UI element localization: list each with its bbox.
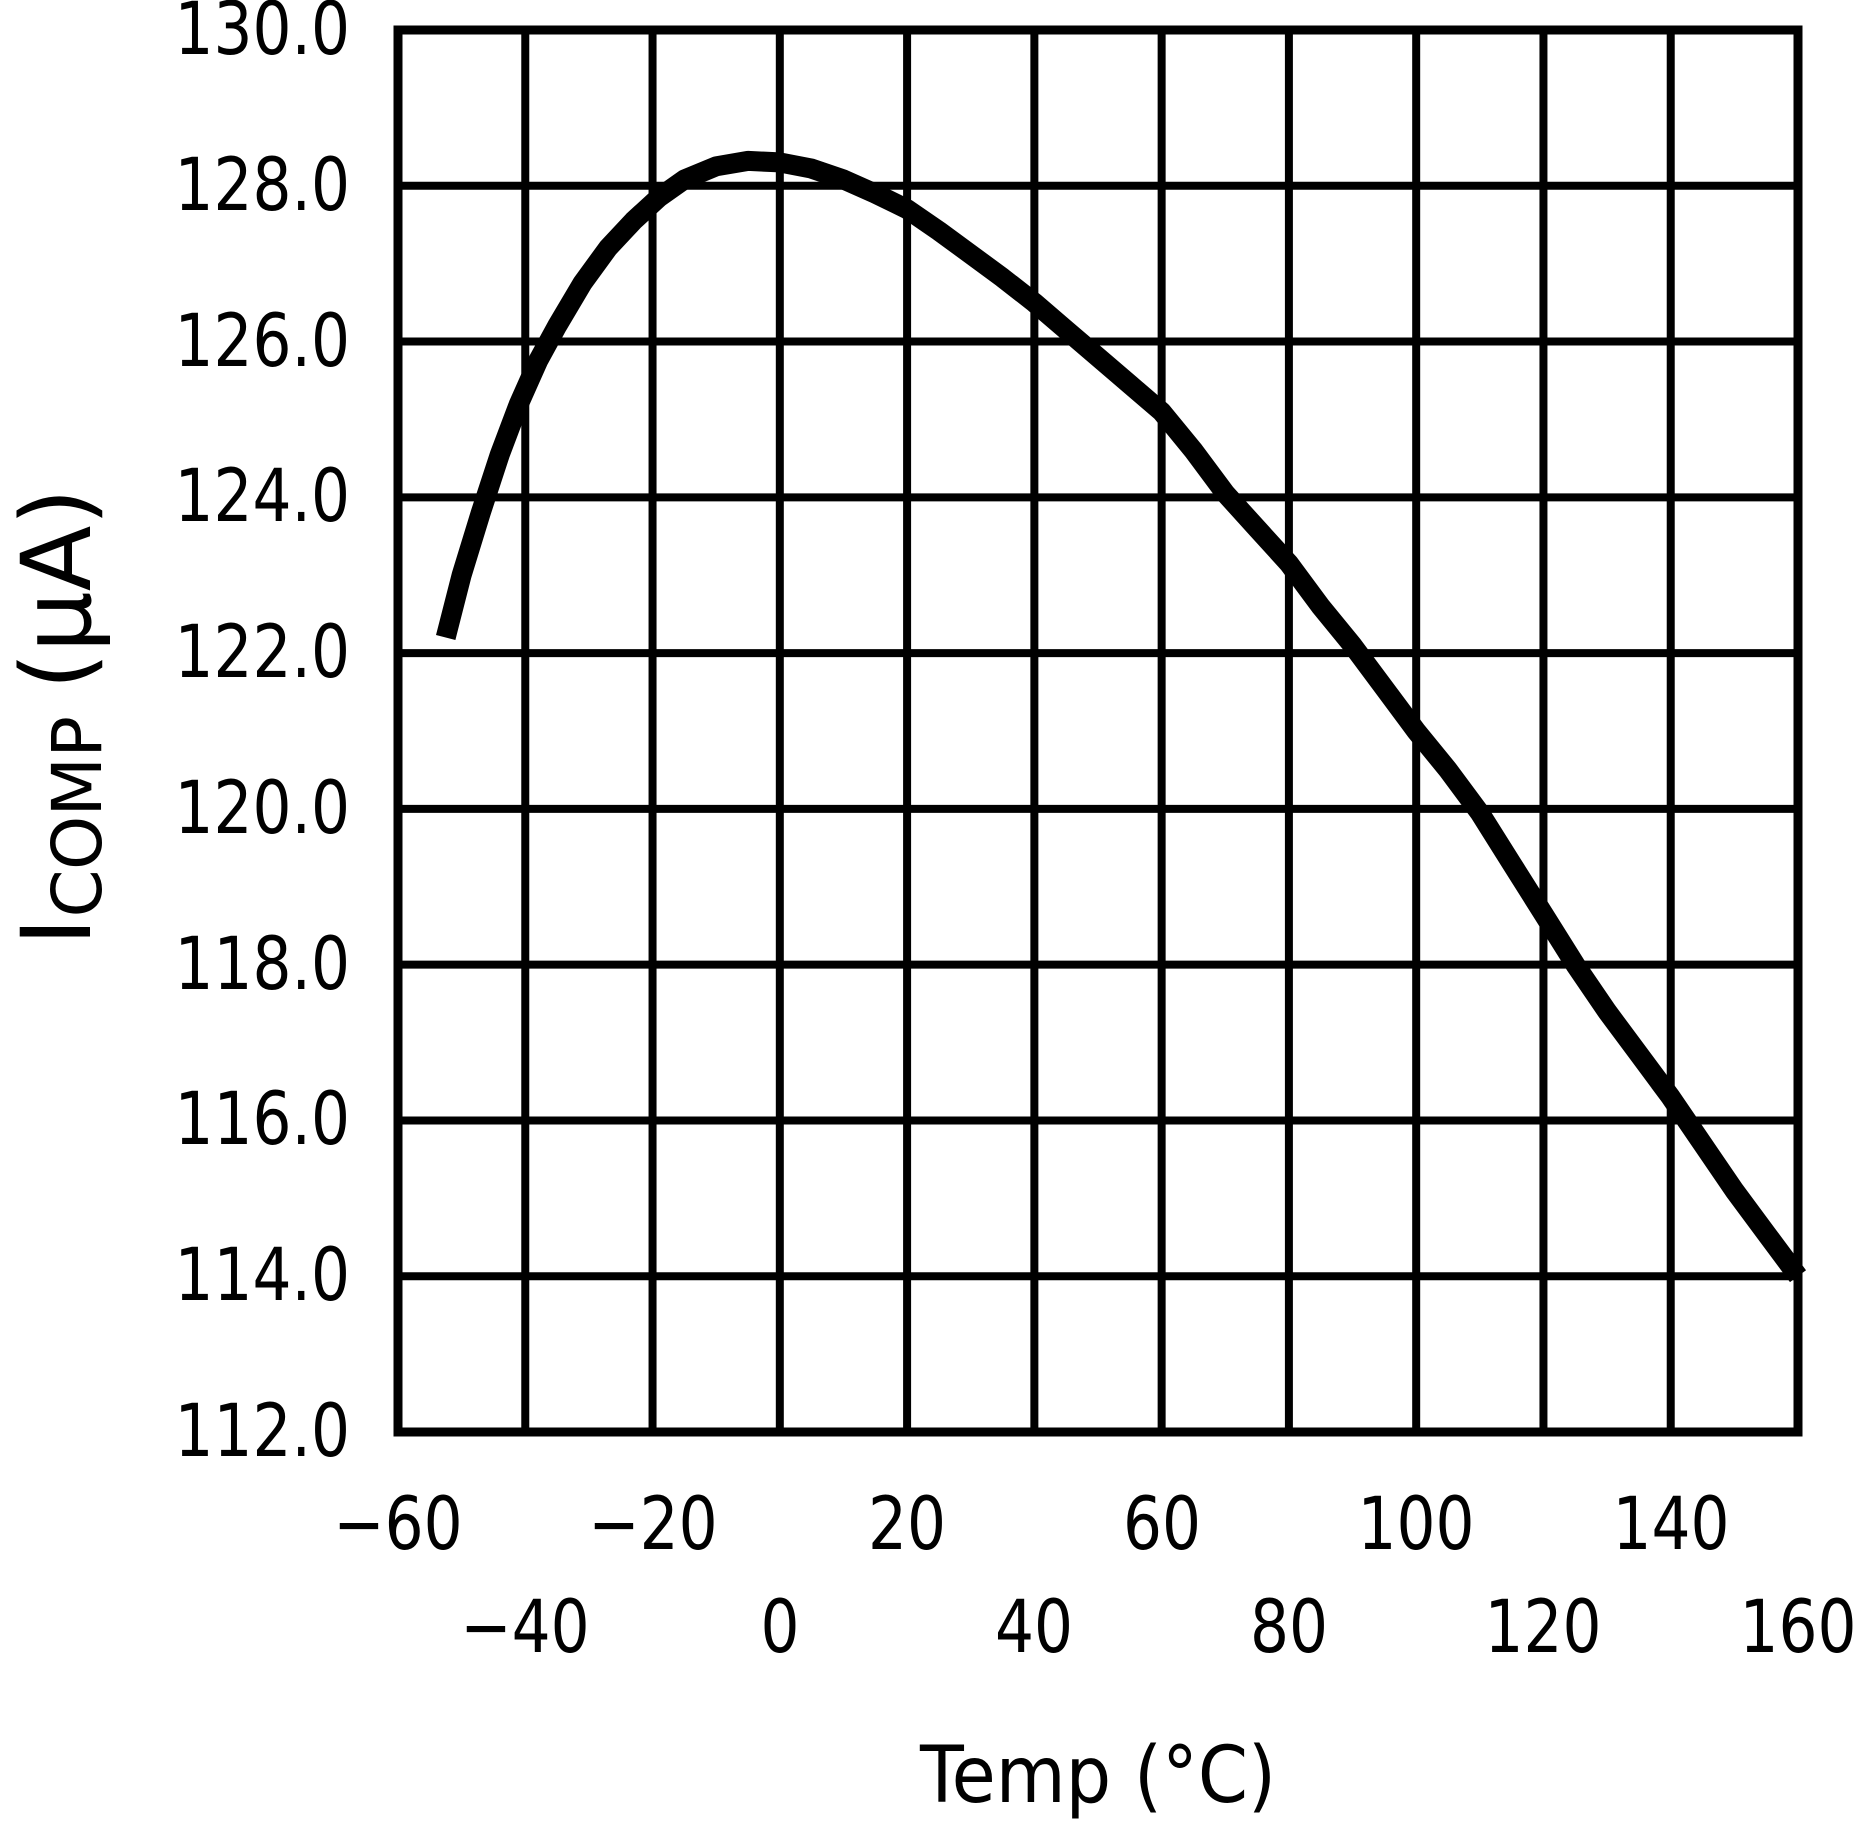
x-tick-label: 0 — [760, 1585, 800, 1670]
x-tick-label: 120 — [1484, 1585, 1602, 1670]
x-axis-title: Temp (°C) — [919, 1731, 1277, 1821]
x-tick-label: 20 — [868, 1482, 947, 1567]
y-tick-label: 124.0 — [174, 454, 350, 540]
y-tick-label: 130.0 — [174, 0, 350, 72]
y-axis-title-unit: (µA) — [1, 488, 113, 690]
y-tick-label: 126.0 — [174, 298, 350, 384]
x-tick-label: 140 — [1612, 1482, 1730, 1567]
x-tick-label: 60 — [1122, 1482, 1201, 1567]
x-tick-label: 160 — [1739, 1585, 1855, 1670]
x-tick-label: 100 — [1357, 1482, 1475, 1567]
y-tick-label: 128.0 — [174, 142, 350, 228]
y-tick-label: 114.0 — [174, 1233, 350, 1319]
y-tick-label: 122.0 — [174, 610, 350, 696]
plot-border — [393, 25, 1803, 1437]
y-tick-label: 118.0 — [174, 921, 350, 1007]
x-tick-label: −60 — [333, 1482, 463, 1567]
data-curve — [436, 150, 1807, 1283]
y-axis-title-subscript: COMP — [38, 716, 119, 918]
y-tick-label: 112.0 — [174, 1389, 350, 1474]
y-axis-title: ICOMP (µA) — [1, 488, 118, 946]
x-tick-label: 80 — [1249, 1585, 1328, 1670]
x-tick-label: −40 — [460, 1585, 590, 1670]
y-tick-label: 116.0 — [174, 1077, 350, 1163]
x-tick-label: 40 — [995, 1585, 1074, 1670]
y-axis-title-base: I — [1, 917, 113, 946]
x-tick-label: −20 — [587, 1482, 718, 1567]
y-tick-label: 120.0 — [174, 765, 350, 851]
